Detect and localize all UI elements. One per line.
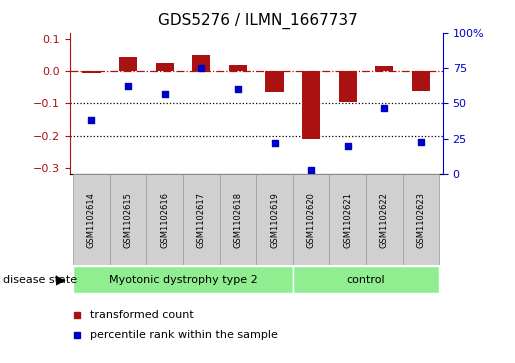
Text: transformed count: transformed count <box>90 310 194 319</box>
Bar <box>338 71 357 102</box>
Bar <box>366 174 403 265</box>
Bar <box>156 63 174 71</box>
Text: percentile rank within the sample: percentile rank within the sample <box>90 330 278 340</box>
Point <box>380 105 388 111</box>
Text: Myotonic dystrophy type 2: Myotonic dystrophy type 2 <box>109 274 258 285</box>
Point <box>234 86 242 92</box>
Point <box>124 83 132 89</box>
Text: disease state: disease state <box>3 274 77 285</box>
Text: GSM1102620: GSM1102620 <box>306 192 316 248</box>
Bar <box>119 57 137 71</box>
Text: GSM1102619: GSM1102619 <box>270 192 279 248</box>
Bar <box>183 174 219 265</box>
Text: GSM1102614: GSM1102614 <box>87 192 96 248</box>
Bar <box>293 174 330 265</box>
Text: GSM1102622: GSM1102622 <box>380 192 389 248</box>
Text: GSM1102621: GSM1102621 <box>343 192 352 248</box>
Bar <box>403 174 439 265</box>
Bar <box>82 71 100 73</box>
Text: GDS5276 / ILMN_1667737: GDS5276 / ILMN_1667737 <box>158 13 357 29</box>
Bar <box>375 66 393 71</box>
Bar <box>265 71 284 92</box>
Bar <box>229 65 247 71</box>
Point <box>307 167 315 173</box>
Bar <box>302 71 320 139</box>
Text: GSM1102623: GSM1102623 <box>417 192 425 248</box>
Point <box>88 118 96 123</box>
Bar <box>412 71 430 91</box>
Text: ▶: ▶ <box>56 273 65 286</box>
Text: GSM1102617: GSM1102617 <box>197 192 206 248</box>
Text: control: control <box>347 274 385 285</box>
Bar <box>73 266 293 293</box>
Bar <box>110 174 146 265</box>
Bar <box>73 174 110 265</box>
Bar <box>293 266 439 293</box>
Bar <box>256 174 293 265</box>
Bar <box>146 174 183 265</box>
Point <box>417 139 425 144</box>
Bar <box>330 174 366 265</box>
Bar <box>219 174 256 265</box>
Text: GSM1102616: GSM1102616 <box>160 192 169 248</box>
Point <box>161 91 169 97</box>
Bar <box>192 55 211 71</box>
Text: GSM1102615: GSM1102615 <box>124 192 132 248</box>
Point <box>270 140 279 146</box>
Point <box>197 65 205 71</box>
Text: GSM1102618: GSM1102618 <box>233 192 243 248</box>
Point <box>344 143 352 149</box>
